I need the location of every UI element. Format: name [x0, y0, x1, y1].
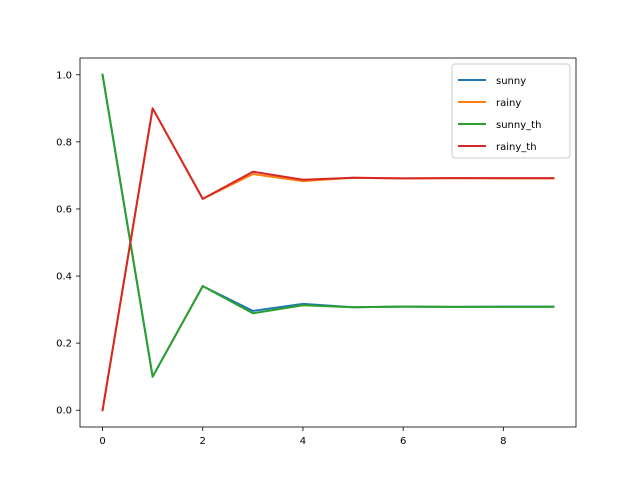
y-tick-label: 0.4 — [56, 272, 72, 283]
y-axis: 0.0 0.2 0.4 0.6 0.8 1.0 — [56, 70, 80, 417]
x-tick-label: 6 — [400, 436, 406, 447]
legend-label: rainy_th — [496, 142, 537, 153]
x-tick-label: 4 — [300, 436, 306, 447]
plot-frame — [79, 57, 577, 428]
y-tick-label: 0.0 — [56, 406, 72, 417]
series-layer — [101, 73, 555, 412]
x-tick-label: 2 — [200, 436, 206, 447]
legend-label: rainy — [496, 98, 521, 109]
x-tick-label: 0 — [99, 436, 105, 447]
y-tick-label: 0.6 — [56, 204, 72, 215]
y-tick-label: 1.0 — [56, 70, 72, 81]
x-axis: 0 2 4 6 8 — [99, 427, 507, 447]
y-tick-label: 0.8 — [56, 137, 72, 148]
legend-box — [451, 63, 571, 159]
legend-label: sunny — [496, 76, 526, 87]
series-line-sunny-th — [101, 73, 555, 378]
series-line-rainy-th — [101, 107, 555, 412]
legend-label: sunny_th — [496, 120, 541, 131]
x-tick-label: 8 — [500, 436, 506, 447]
legend: sunny rainy sunny_th rainy_th — [451, 63, 571, 159]
y-tick-label: 0.2 — [56, 339, 72, 350]
